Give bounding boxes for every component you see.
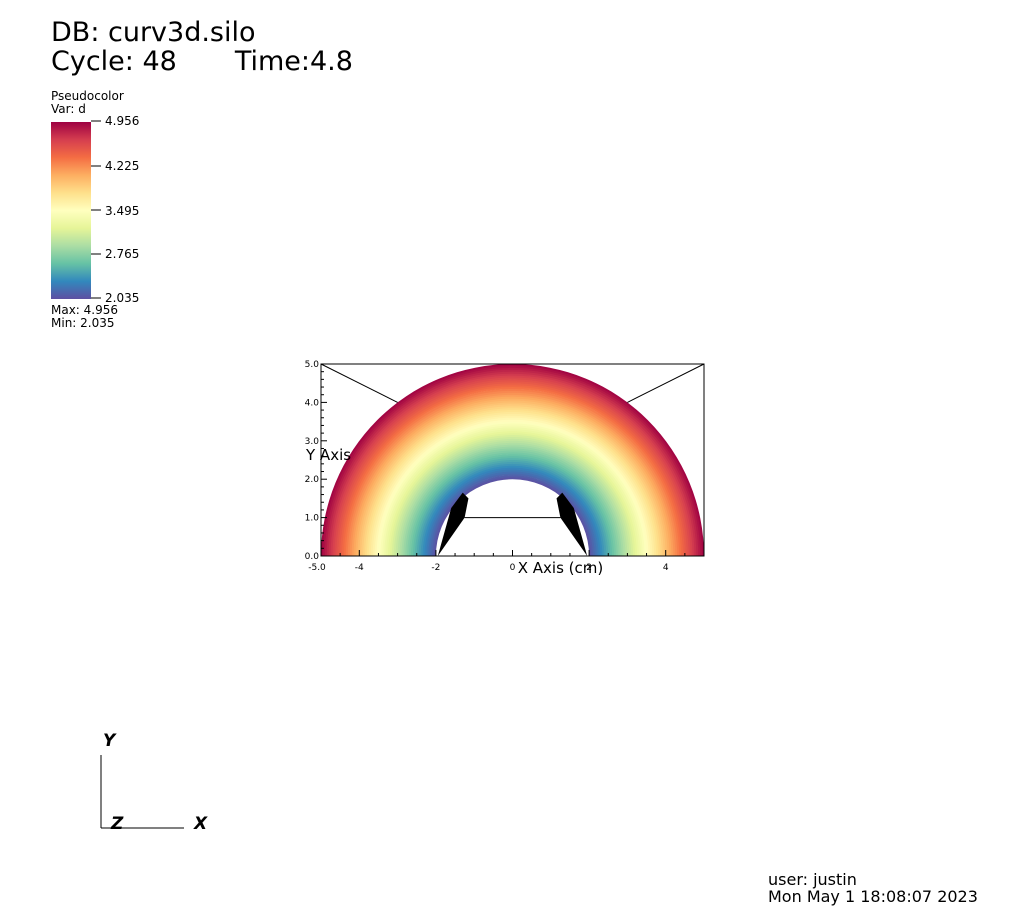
colorbar <box>51 122 91 299</box>
legend-tick-label: 4.225 <box>105 159 140 173</box>
x-tick-label: -4 <box>355 563 364 573</box>
y-tick-label: 5.0 <box>305 360 320 370</box>
triad-y-label: Y <box>103 731 116 751</box>
legend-tick-label: 4.956 <box>105 114 140 128</box>
legend-variable: Var: d <box>51 102 86 116</box>
x-tick-label: 2 <box>586 563 592 573</box>
inner-shadow <box>437 492 588 556</box>
x-corner-label: -5.0 <box>308 563 326 573</box>
legend-tick-label: 2.765 <box>105 247 140 261</box>
x-tick-label: 4 <box>663 563 669 573</box>
y-axis-title: Y Axis <box>305 446 351 464</box>
x-tick-label: 0 <box>510 563 516 573</box>
database-title: DB: curv3d.silo <box>51 17 256 48</box>
legend-tick-label: 2.035 <box>105 291 140 305</box>
frame-diagonal-right <box>627 363 705 403</box>
legend-title: Pseudocolor <box>51 89 124 103</box>
plot-axes: -4 -2 0 2 4 -5.00.0 1.0 2.0 3.0 4.0 5.0 X Axis (cm)… <box>305 360 705 577</box>
triad-z-label: Z <box>111 814 124 834</box>
frame-diagonal-left <box>320 363 398 403</box>
x-axis-title: X Axis (cm) <box>518 559 604 577</box>
legend-tick-label: 3.495 <box>105 204 140 218</box>
legend-tick-marks <box>91 120 101 299</box>
date-label: Mon May 1 18:08:07 2023 <box>768 887 978 906</box>
shadow-left <box>437 492 469 556</box>
y-tick-label: 4.0 <box>305 398 320 408</box>
y-tick-label: 1.0 <box>305 514 320 524</box>
time-label: Time:4.8 <box>234 46 353 77</box>
x-tick-label: -2 <box>431 563 440 573</box>
cycle-label: Cycle: 48 <box>51 46 177 77</box>
triad-x-label: X <box>194 814 208 834</box>
y-tick-label: 2.0 <box>305 475 320 485</box>
legend-min: Min: 2.035 <box>51 316 115 330</box>
y-tick-label: 0.0 <box>305 552 320 562</box>
user-label: user: justin <box>768 870 857 889</box>
shadow-right <box>556 492 588 556</box>
legend-max: Max: 4.956 <box>51 303 119 317</box>
y-tick-label: 3.0 <box>305 437 320 447</box>
cycle-time-line: Cycle: 48 Time:4.8 <box>51 47 353 77</box>
